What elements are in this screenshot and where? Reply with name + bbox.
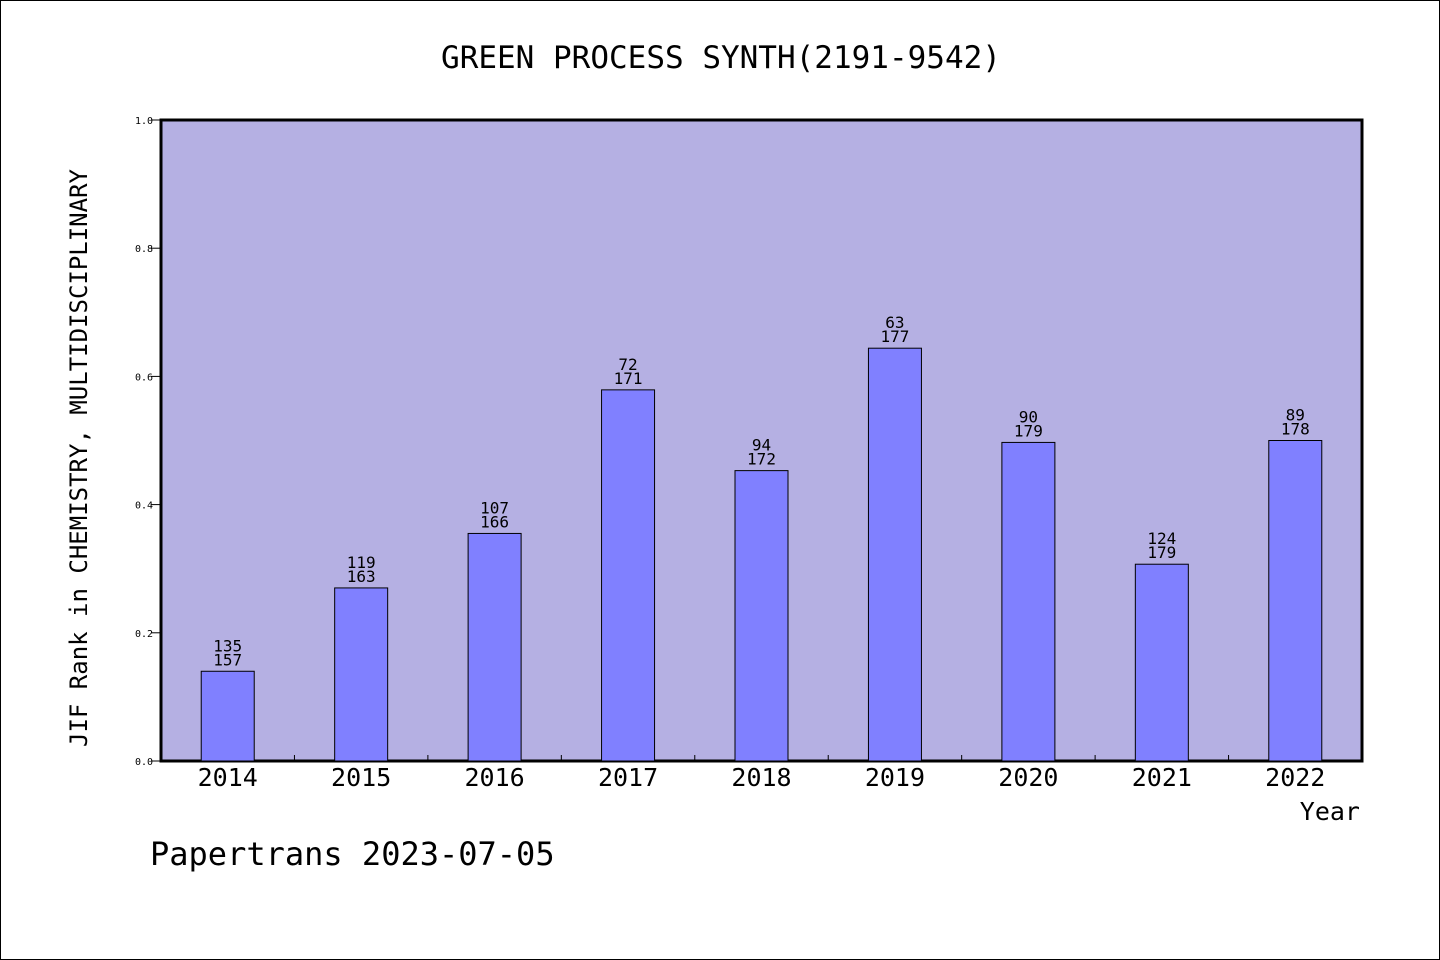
bar-rank-label: 89 (1286, 406, 1305, 425)
x-axis-ticks (293, 755, 1230, 761)
bar-rank-label: 72 (618, 355, 637, 374)
x-tick-label: 2022 (1265, 763, 1325, 792)
bar-rank-label: 63 (885, 313, 904, 332)
x-tick-label: 2019 (865, 763, 925, 792)
bar-rank-label: 124 (1147, 529, 1176, 548)
bar-rank-label: 94 (752, 436, 771, 455)
bar-value-labels: 1351571191631071667217194172631779017912… (213, 313, 1309, 669)
y-tick-label: 0.2 (135, 629, 153, 640)
bar-total-label: 157 (213, 650, 242, 669)
bar-2019 (867, 347, 922, 762)
x-tick-label: 2018 (731, 763, 791, 792)
bar-total-label: 177 (880, 327, 909, 346)
bar-2022 (1268, 440, 1323, 762)
bar-2016 (467, 532, 522, 762)
y-tick-label: 1.0 (135, 116, 153, 127)
bar-series (200, 347, 1323, 762)
bar-total-label: 171 (614, 369, 643, 388)
bar-total-label: 163 (347, 567, 376, 586)
bar-rank-label: 90 (1019, 407, 1038, 426)
y-tick-label: 0.6 (135, 372, 153, 383)
x-tick-label: 2016 (465, 763, 525, 792)
x-axis-tick-labels: 2014 2015 2016 2017 2018 2019 2020 2021 2022 (198, 763, 1326, 792)
bar-total-label: 172 (747, 450, 776, 469)
y-axis-ticks: 0.0 0.2 0.4 0.6 0.8 1.0 (135, 116, 161, 768)
x-tick-label: 2017 (598, 763, 658, 792)
bar-total-label: 179 (1014, 421, 1043, 440)
bar-total-label: 166 (480, 512, 509, 531)
x-axis-label: Year (1300, 797, 1360, 826)
bar-total-label: 178 (1281, 420, 1310, 439)
y-tick-label: 0.0 (135, 757, 153, 768)
bar-total-label: 179 (1147, 543, 1176, 562)
bar-rank-label: 119 (347, 553, 376, 572)
bar-rank-label: 135 (213, 636, 242, 655)
y-axis-label: JIF Rank in CHEMISTRY, MULTIDISCIPLINARY (65, 168, 93, 747)
x-tick-label: 2020 (998, 763, 1058, 792)
x-tick-label: 2015 (331, 763, 391, 792)
footer-watermark: Papertrans 2023-07-05 (150, 835, 555, 873)
bar-2017 (601, 389, 656, 762)
bar-2015 (334, 587, 389, 762)
x-tick-label: 2014 (198, 763, 258, 792)
bar-rank-label: 107 (480, 498, 509, 517)
x-tick-label: 2021 (1132, 763, 1192, 792)
bar-2021 (1134, 563, 1189, 762)
chart-title: GREEN PROCESS SYNTH(2191-9542) (441, 40, 1001, 76)
bar-2014 (200, 670, 255, 762)
bar-2020 (1001, 441, 1056, 762)
y-tick-label: 0.4 (135, 501, 153, 512)
bar-2018 (734, 470, 789, 762)
y-tick-label: 0.8 (135, 244, 153, 255)
